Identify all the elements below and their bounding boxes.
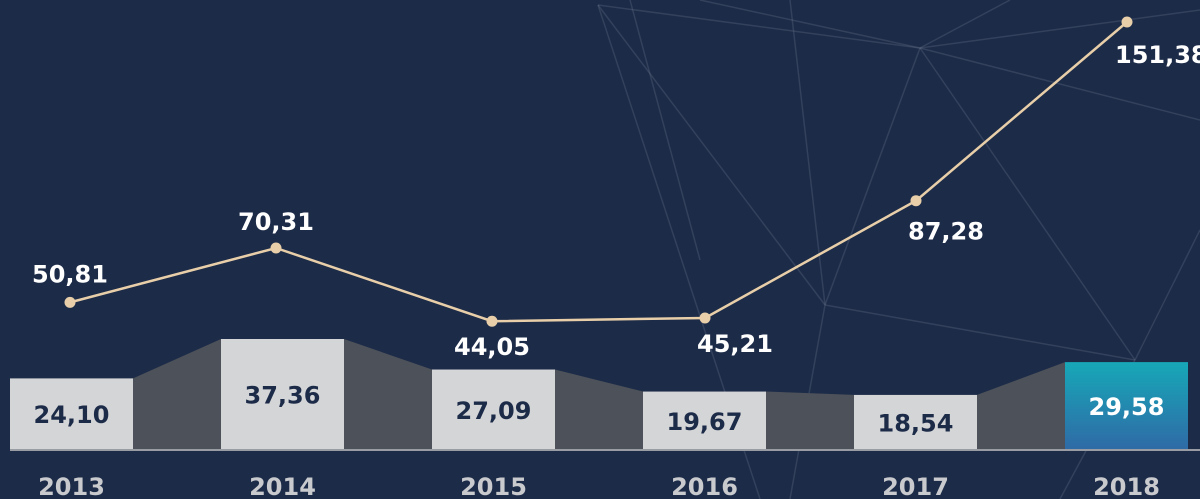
- bar-value-label: 24,10: [34, 401, 110, 429]
- x-tick-label: 2018: [1093, 473, 1160, 499]
- bar-connector: [555, 369, 643, 450]
- bar: [1065, 362, 1188, 450]
- bar-connector: [766, 391, 854, 450]
- line-point: [64, 296, 76, 308]
- bar: [221, 339, 344, 450]
- bar-value-label: 27,09: [456, 397, 532, 425]
- bar-value-label: 37,36: [245, 382, 321, 410]
- bar-connector: [133, 339, 221, 450]
- bar: [643, 391, 766, 450]
- x-tick-label: 2015: [460, 473, 527, 499]
- x-tick-label: 2016: [671, 473, 738, 499]
- plot: 24,10 2013 37,36 2014 27,09 2015 19,67 2016 18,5…: [10, 16, 1200, 499]
- bar: [10, 378, 133, 450]
- bar: [432, 369, 555, 450]
- line-value-label: 50,81: [32, 260, 108, 288]
- bar-value-label: 18,54: [878, 409, 954, 437]
- x-tick-label: 2014: [249, 473, 316, 499]
- bar-connector: [344, 339, 432, 450]
- line-point: [270, 242, 282, 254]
- line-point: [910, 195, 922, 207]
- line-point: [699, 312, 711, 324]
- line-point: [1121, 16, 1133, 28]
- bar: [854, 394, 977, 450]
- line-value-label: 44,05: [454, 333, 530, 361]
- x-tick-label: 2017: [882, 473, 949, 499]
- bar-value-label: 19,67: [667, 408, 743, 436]
- line-point: [486, 315, 498, 327]
- line-value-label: 87,28: [908, 218, 984, 246]
- line-value-label: 151,38: [1115, 41, 1200, 69]
- line-value-label: 70,31: [238, 208, 314, 236]
- bar-connector: [977, 362, 1065, 450]
- line-value-label: 45,21: [697, 330, 773, 358]
- line: [69, 21, 1128, 323]
- bar-value-label: 29,58: [1089, 393, 1165, 421]
- x-tick-label: 2013: [38, 473, 105, 499]
